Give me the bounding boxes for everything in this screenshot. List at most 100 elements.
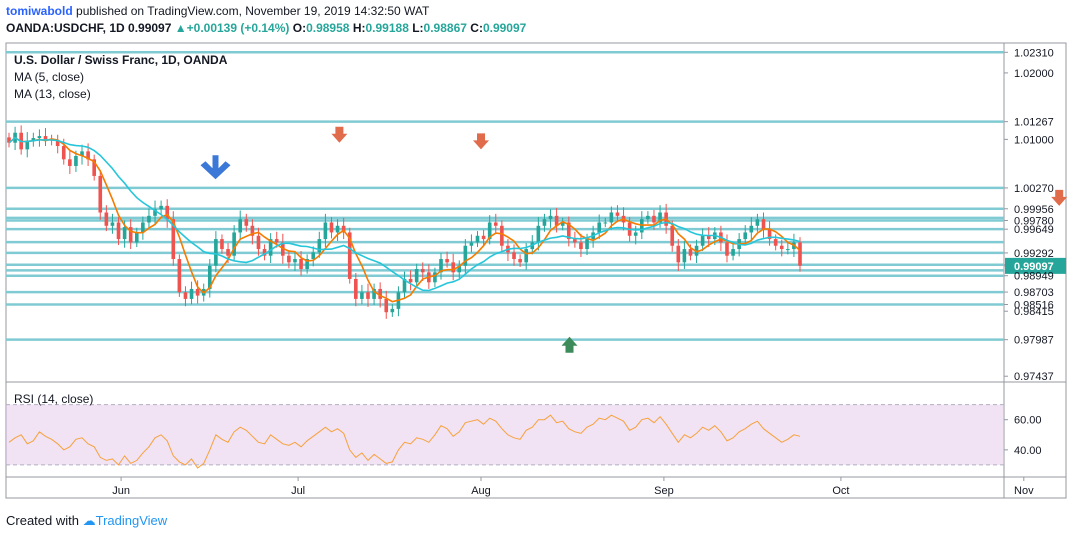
- candle-body: [706, 235, 711, 240]
- candle: [554, 207, 559, 233]
- candle: [354, 272, 358, 307]
- candle: [347, 227, 352, 284]
- author-link[interactable]: tomiwabold: [6, 4, 73, 18]
- candle-body: [548, 215, 553, 220]
- close-label: C:: [470, 21, 483, 35]
- candle: [287, 250, 291, 269]
- candle: [786, 241, 790, 255]
- arrow-down-icon: [200, 155, 231, 180]
- candle-body: [122, 227, 127, 240]
- candle-body: [256, 235, 261, 250]
- candle: [147, 208, 151, 228]
- candle-body: [317, 239, 322, 253]
- tradingview-brand[interactable]: TradingView: [95, 513, 168, 528]
- candle-body: [323, 222, 328, 240]
- candle-body: [384, 298, 389, 313]
- price-tick-label: 0.98949: [1014, 271, 1054, 283]
- candle-body: [597, 222, 602, 233]
- candle-body: [207, 265, 212, 289]
- change-text: +0.00139 (+0.14%): [186, 21, 290, 35]
- candle-body: [475, 235, 480, 243]
- candle: [518, 254, 522, 268]
- candle: [68, 150, 72, 174]
- candle-body: [451, 262, 455, 273]
- candle-body: [354, 278, 358, 299]
- candle: [603, 217, 608, 228]
- publish-line: tomiwabold published on TradingView.com,…: [6, 4, 429, 18]
- candle-body: [7, 137, 11, 143]
- candle: [700, 228, 705, 252]
- candle: [189, 281, 194, 305]
- candle-body: [110, 222, 115, 226]
- candle-body: [408, 278, 413, 283]
- candle-body: [554, 215, 559, 226]
- candle-body: [61, 146, 66, 160]
- arrow-up-icon: [561, 336, 578, 353]
- time-tick-label: Sep: [654, 485, 674, 497]
- price-axis[interactable]: 1.02310 1.02000 1.01267 1.01000 1.00270 0.999…: [1004, 47, 1066, 383]
- candle: [214, 231, 218, 273]
- legend-ma13[interactable]: MA (13, close): [14, 87, 91, 101]
- time-axis[interactable]: JunJulAugSepOctNovDec2020: [112, 477, 1073, 497]
- candle-body: [372, 288, 376, 299]
- candle: [536, 217, 541, 251]
- candle-body: [80, 151, 84, 156]
- candle-body: [43, 136, 48, 140]
- last-price-label: 0.99097: [1014, 261, 1054, 273]
- candle: [560, 217, 565, 231]
- candle-body: [116, 222, 121, 240]
- candle: [153, 200, 157, 224]
- candle: [37, 129, 42, 147]
- candle: [597, 214, 602, 240]
- candle: [573, 231, 577, 248]
- candle: [195, 280, 200, 304]
- footer: Created with ☁TradingView: [6, 513, 167, 529]
- candle: [676, 239, 681, 271]
- candle: [311, 246, 316, 267]
- candle: [451, 253, 455, 281]
- candle: [487, 215, 492, 245]
- horizontal-levels: [6, 51, 1004, 341]
- price-tick-label: 1.02310: [1014, 47, 1054, 59]
- legend-rsi[interactable]: RSI (14, close): [14, 392, 94, 406]
- candle: [250, 219, 255, 245]
- candle: [293, 252, 297, 271]
- candle-body: [128, 227, 133, 243]
- price-tick-label: 0.99292: [1014, 248, 1054, 260]
- candle: [268, 233, 273, 264]
- candle: [445, 251, 449, 268]
- candle-body: [420, 269, 425, 273]
- up-triangle-icon: ▲: [174, 21, 187, 35]
- candle-body: [390, 308, 395, 313]
- candle-body: [171, 219, 176, 260]
- candle-body: [378, 288, 382, 299]
- candle-body: [761, 219, 766, 230]
- candle-body: [646, 215, 650, 220]
- candle: [177, 254, 182, 297]
- candle-body: [749, 225, 754, 233]
- candle: [366, 283, 370, 307]
- legend-ma5[interactable]: MA (5, close): [14, 70, 85, 84]
- price-tick-label: 0.98703: [1014, 287, 1054, 299]
- price-tick-label: 0.98516: [1014, 299, 1054, 311]
- time-tick-label: Aug: [471, 485, 491, 497]
- candle-body: [433, 272, 437, 283]
- candle: [341, 217, 346, 240]
- candle: [743, 225, 748, 245]
- candle-body: [609, 212, 614, 223]
- candle: [207, 259, 212, 298]
- candle-body: [402, 278, 407, 293]
- price-tick-label: 0.99780: [1014, 215, 1054, 227]
- low-value: 0.98867: [423, 21, 467, 35]
- rsi-tick-label: 60.00: [1014, 415, 1042, 427]
- candle: [232, 225, 236, 262]
- candle-body: [299, 259, 303, 269]
- candle: [500, 220, 504, 252]
- candle-body: [37, 136, 42, 139]
- candle: [749, 217, 754, 241]
- candle-body: [147, 215, 151, 223]
- candle-body: [439, 259, 443, 273]
- candle: [457, 260, 462, 279]
- candle-body: [767, 229, 772, 240]
